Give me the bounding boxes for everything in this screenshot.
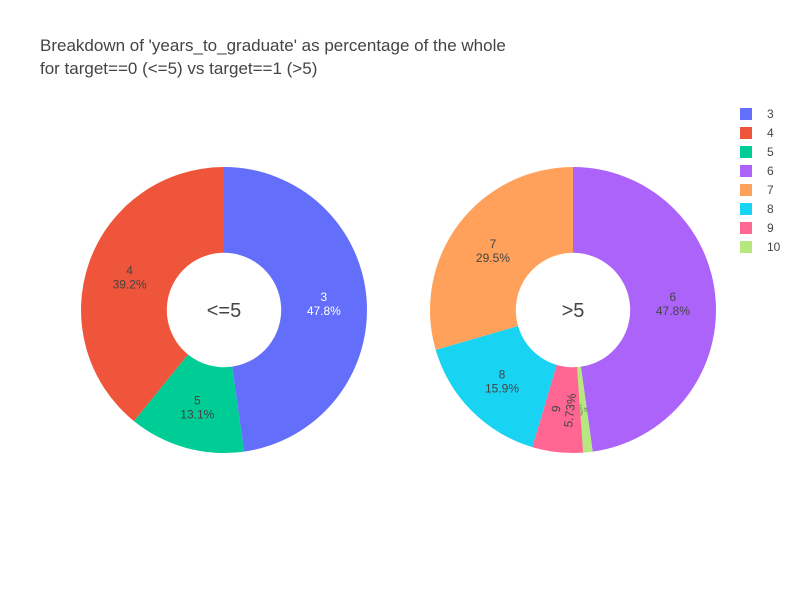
slice-percent-label: 29.5% (476, 251, 510, 265)
legend-item-3[interactable]: 3 (740, 104, 780, 123)
legend-swatch (740, 145, 752, 158)
legend-item-6[interactable]: 6 (740, 161, 780, 180)
legend-label: 7 (767, 182, 774, 197)
slice-3[interactable] (224, 167, 368, 452)
slice-category-label: 8 (499, 368, 506, 382)
legend-swatch (740, 221, 752, 234)
slice-10[interactable] (577, 366, 593, 453)
slice-label-3: 347.8% (307, 290, 341, 318)
legend-item-8[interactable]: 8 (740, 199, 780, 218)
slice-percent-label: 13.1% (180, 407, 214, 421)
slice-9[interactable] (532, 364, 584, 453)
slice-label-4: 439.2% (113, 264, 147, 292)
legend-item-7[interactable]: 7 (740, 180, 780, 199)
legend-item-9[interactable]: 9 (740, 218, 780, 237)
legend-label: 8 (767, 201, 774, 216)
slice-percent-label: 47.8% (656, 304, 690, 318)
slice-category-label: 4 (126, 264, 133, 278)
slice-category-label: 6 (670, 290, 677, 304)
slice-label-5: 513.1% (180, 393, 214, 421)
legend-label: 9 (767, 220, 774, 235)
slice-label-9: 95.73% (549, 392, 579, 428)
slice-category-label: 9 (549, 404, 564, 412)
legend-label: 5 (767, 144, 774, 159)
slice-category-label: 5 (194, 393, 201, 407)
legend-swatch (740, 164, 752, 177)
slice-label-10: 101.07% (578, 404, 589, 416)
slice-6[interactable] (573, 167, 716, 452)
legend-label: 6 (767, 163, 774, 178)
slice-percent-label: 47.8% (307, 304, 341, 318)
slice-category-label: 10 (583, 407, 589, 413)
slice-8[interactable] (435, 325, 557, 448)
legend-label: 3 (767, 106, 774, 121)
slice-4[interactable] (80, 167, 224, 422)
slice-percent-label: 39.2% (113, 278, 147, 292)
slice-5[interactable] (133, 354, 245, 453)
legend-item-4[interactable]: 4 (740, 123, 780, 142)
legend-item-5[interactable]: 5 (740, 142, 780, 161)
legend-swatch (740, 107, 752, 120)
donut-center-label: <=5 (207, 300, 241, 322)
legend-label: 4 (767, 125, 774, 140)
slice-7[interactable] (429, 167, 573, 350)
legend[interactable]: 3 4 5 6 7 8 9 10 (740, 104, 780, 256)
chart-title: Breakdown of 'years_to_graduate' as perc… (40, 36, 506, 78)
slice-percent-label: 1.07% (578, 404, 584, 416)
legend-swatch (740, 202, 752, 215)
legend-label: 10 (767, 239, 781, 254)
slice-percent-label: 15.9% (485, 382, 519, 396)
legend-swatch (740, 240, 752, 253)
slice-category-label: 7 (490, 237, 497, 251)
legend-item-10[interactable]: 10 (740, 237, 780, 256)
slice-label-6: 647.8% (656, 290, 690, 318)
slice-category-label: 3 (321, 290, 328, 304)
slice-label-8: 815.9% (485, 368, 519, 396)
donut-center-label: >5 (562, 300, 585, 322)
slice-percent-label: 5.73% (561, 392, 579, 428)
legend-swatch (740, 126, 752, 139)
slice-label-7: 729.5% (476, 237, 510, 265)
legend-swatch (740, 183, 752, 196)
